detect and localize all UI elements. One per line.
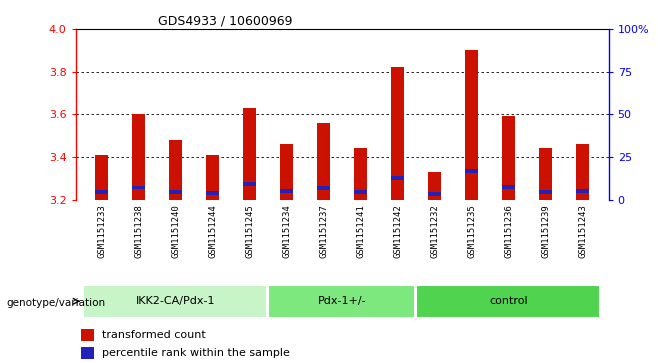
Bar: [132, 185, 145, 189]
Bar: [502, 117, 515, 200]
Bar: [169, 140, 182, 200]
Text: GSM1151237: GSM1151237: [319, 204, 328, 258]
Bar: [317, 186, 330, 190]
Bar: [206, 155, 219, 200]
Bar: [280, 144, 293, 200]
Text: GSM1151242: GSM1151242: [393, 204, 402, 258]
Text: GSM1151241: GSM1151241: [356, 204, 365, 258]
Bar: [81, 329, 94, 341]
Text: control: control: [490, 295, 528, 306]
Text: GSM1151244: GSM1151244: [208, 204, 217, 258]
Bar: [354, 148, 367, 200]
Text: GSM1151232: GSM1151232: [430, 204, 439, 258]
Bar: [392, 68, 404, 200]
Text: GSM1151245: GSM1151245: [245, 204, 254, 258]
Text: IKK2-CA/Pdx-1: IKK2-CA/Pdx-1: [136, 295, 215, 306]
Bar: [417, 285, 600, 318]
Text: percentile rank within the sample: percentile rank within the sample: [103, 348, 290, 358]
Bar: [465, 50, 478, 200]
Bar: [465, 169, 478, 173]
Bar: [576, 189, 589, 193]
Text: genotype/variation: genotype/variation: [7, 298, 106, 308]
Text: GSM1151240: GSM1151240: [171, 204, 180, 258]
Bar: [132, 114, 145, 200]
Text: GSM1151236: GSM1151236: [504, 204, 513, 258]
Bar: [83, 285, 267, 318]
Text: transformed count: transformed count: [103, 330, 206, 340]
Bar: [354, 190, 367, 193]
Bar: [280, 189, 293, 193]
Text: GDS4933 / 10600969: GDS4933 / 10600969: [158, 15, 292, 28]
Bar: [95, 191, 108, 194]
Bar: [540, 190, 552, 193]
Text: GSM1151235: GSM1151235: [467, 204, 476, 258]
Text: Pdx-1+/-: Pdx-1+/-: [318, 295, 367, 306]
Bar: [206, 191, 219, 195]
Text: GSM1151239: GSM1151239: [542, 204, 550, 258]
Bar: [502, 185, 515, 189]
Text: GSM1151243: GSM1151243: [578, 204, 587, 258]
Bar: [81, 347, 94, 359]
Bar: [392, 176, 404, 180]
Bar: [428, 172, 441, 200]
Bar: [576, 144, 589, 200]
Bar: [169, 190, 182, 194]
Bar: [95, 155, 108, 200]
Bar: [540, 148, 552, 200]
Bar: [317, 123, 330, 200]
Bar: [243, 182, 256, 186]
Text: GSM1151238: GSM1151238: [134, 204, 143, 258]
Bar: [268, 285, 415, 318]
Text: GSM1151233: GSM1151233: [97, 204, 106, 258]
Bar: [243, 108, 256, 200]
Bar: [428, 192, 441, 196]
Text: GSM1151234: GSM1151234: [282, 204, 291, 258]
